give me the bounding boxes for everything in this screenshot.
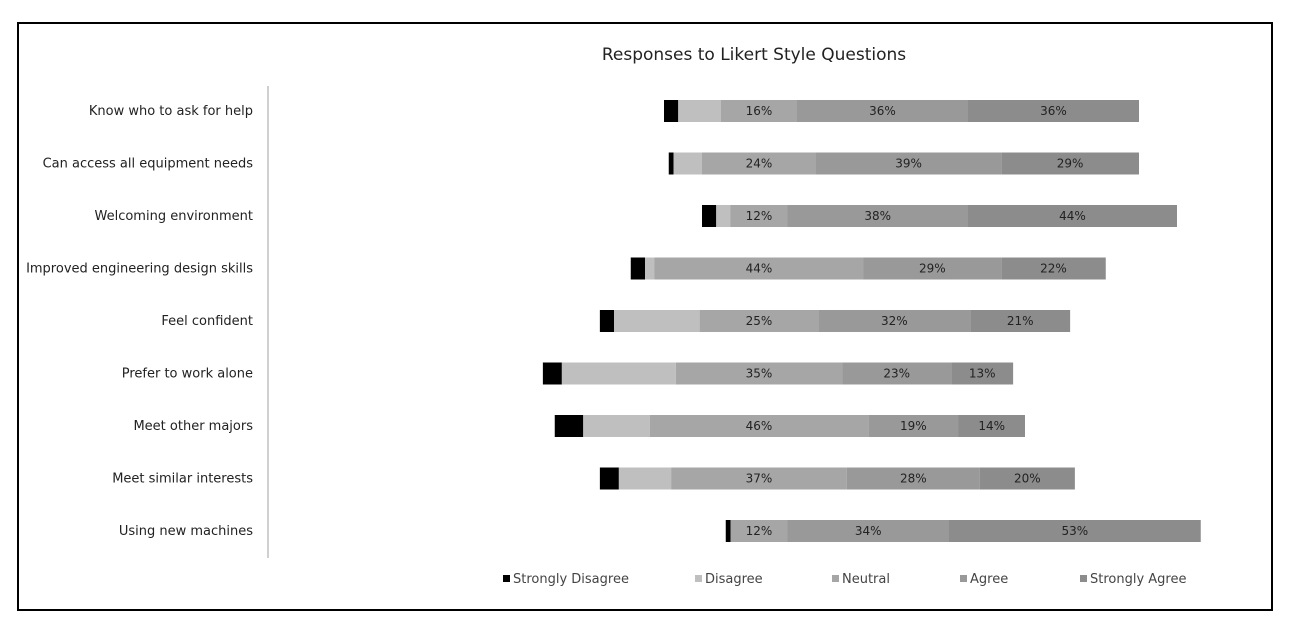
- data-label: 36%: [1040, 104, 1067, 118]
- data-label: 32%: [881, 314, 908, 328]
- legend-label: Agree: [970, 572, 1008, 587]
- legend-label: Strongly Disagree: [513, 572, 629, 587]
- data-label: 25%: [746, 314, 773, 328]
- data-label: 35%: [746, 367, 773, 381]
- bar-strongly-disagree: [599, 467, 619, 490]
- data-label: 39%: [895, 157, 922, 171]
- bar-neutral: [730, 520, 788, 542]
- data-label: 28%: [900, 472, 927, 486]
- data-label: 44%: [1059, 209, 1086, 223]
- bar-disagree: [678, 100, 721, 122]
- bar-strongly-disagree: [664, 100, 679, 122]
- category-label: Improved engineering design skills: [26, 262, 253, 277]
- data-label: 19%: [900, 419, 927, 433]
- legend-item-disagree: Disagree: [695, 572, 763, 587]
- data-label: 13%: [969, 367, 996, 381]
- bar-strongly-disagree: [599, 310, 615, 332]
- chart-title: Responses to Likert Style Questions: [602, 45, 906, 65]
- bar-neutral: [702, 152, 816, 175]
- legend-item-neutral: Neutral: [832, 572, 890, 587]
- category-label: Can access all equipment needs: [43, 157, 254, 172]
- data-label: 46%: [746, 419, 773, 433]
- data-label: 20%: [1014, 472, 1041, 486]
- bar-disagree: [583, 415, 650, 437]
- bar-agree: [787, 520, 949, 542]
- data-label: 36%: [869, 104, 896, 118]
- data-label: 12%: [746, 524, 773, 538]
- legend-swatch: [832, 575, 839, 582]
- category-label: Meet similar interests: [112, 472, 253, 487]
- bar-neutral: [671, 467, 847, 490]
- data-label: 37%: [746, 472, 773, 486]
- bar-agree: [846, 467, 980, 490]
- bar-strongly-disagree: [542, 362, 562, 385]
- bar-neutral: [721, 100, 797, 122]
- likert-chart: Responses to Likert Style Questions Know …: [26, 45, 1201, 587]
- bar-strongly-disagree: [554, 415, 584, 437]
- data-label: 53%: [1062, 524, 1089, 538]
- bar-agree: [863, 257, 1002, 280]
- bar-disagree: [561, 362, 676, 385]
- bar-strongly-agree: [949, 520, 1201, 542]
- bar-strongly-agree: [1001, 257, 1106, 280]
- bar-strongly-disagree: [725, 520, 731, 542]
- category-label: Feel confident: [161, 314, 253, 329]
- bar-strongly-disagree: [630, 257, 645, 280]
- bar-strongly-agree: [1001, 152, 1139, 175]
- bar-strongly-agree: [968, 205, 1177, 227]
- data-label: 22%: [1040, 262, 1067, 276]
- bar-neutral: [649, 415, 869, 437]
- data-label: 34%: [855, 524, 882, 538]
- data-label: 29%: [1057, 157, 1084, 171]
- category-label: Meet other majors: [133, 419, 253, 434]
- data-label: 38%: [864, 209, 891, 223]
- legend-label: Strongly Agree: [1090, 572, 1187, 587]
- data-label: 14%: [978, 419, 1005, 433]
- legend-label: Neutral: [842, 572, 890, 587]
- data-label: 44%: [746, 262, 773, 276]
- category-label: Welcoming environment: [95, 209, 254, 224]
- bar-neutral: [730, 205, 788, 227]
- bar-agree: [842, 362, 952, 385]
- bar-neutral: [675, 362, 843, 385]
- bar-agree: [797, 100, 968, 122]
- legend-swatch: [503, 575, 510, 582]
- legend-item-strongly-disagree: Strongly Disagree: [503, 572, 629, 587]
- data-label: 23%: [883, 367, 910, 381]
- bar-strongly-agree: [968, 100, 1139, 122]
- bar-strongly-agree: [979, 467, 1075, 490]
- bar-agree: [816, 152, 1002, 175]
- bar-disagree: [645, 257, 655, 280]
- bar-disagree: [673, 152, 702, 175]
- legend-swatch: [960, 575, 967, 582]
- legend-swatch: [1080, 575, 1087, 582]
- category-label: Know who to ask for help: [89, 104, 253, 119]
- data-label: 12%: [746, 209, 773, 223]
- bar-strongly-disagree: [668, 152, 674, 175]
- legend-item-agree: Agree: [960, 572, 1008, 587]
- bar-neutral: [699, 310, 819, 332]
- data-label: 16%: [746, 104, 773, 118]
- bar-disagree: [716, 205, 731, 227]
- bar-neutral: [654, 257, 864, 280]
- data-label: 24%: [746, 157, 773, 171]
- bar-disagree: [618, 467, 672, 490]
- category-label: Using new machines: [119, 524, 253, 539]
- bar-agree: [818, 310, 971, 332]
- bar-agree: [787, 205, 968, 227]
- data-label: 21%: [1007, 314, 1034, 328]
- bar-strongly-agree: [958, 415, 1025, 437]
- bar-strongly-agree: [970, 310, 1071, 332]
- chart-frame: Responses to Likert Style Questions Know …: [17, 22, 1273, 611]
- category-label: Prefer to work alone: [122, 367, 253, 382]
- bar-strongly-agree: [951, 362, 1014, 385]
- bar-agree: [868, 415, 959, 437]
- data-label: 29%: [919, 262, 946, 276]
- legend-label: Disagree: [705, 572, 763, 587]
- legend-swatch: [695, 575, 702, 582]
- legend-item-strongly-agree: Strongly Agree: [1080, 572, 1187, 587]
- bar-strongly-disagree: [702, 205, 717, 227]
- bar-disagree: [614, 310, 700, 332]
